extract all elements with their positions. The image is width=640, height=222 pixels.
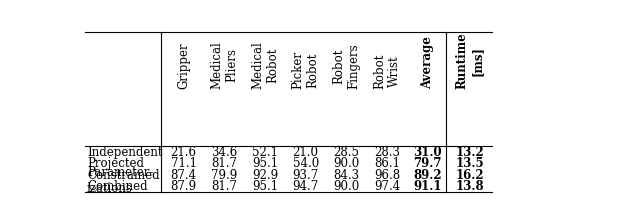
Text: 52.1: 52.1	[252, 146, 278, 159]
Text: 95.1: 95.1	[252, 157, 278, 170]
Text: 28.3: 28.3	[374, 146, 400, 159]
Text: 16.2: 16.2	[456, 169, 484, 182]
Text: Parameter-
izations: Parameter- izations	[87, 166, 154, 195]
Text: 91.1: 91.1	[413, 180, 442, 193]
Text: 28.5: 28.5	[333, 146, 359, 159]
Text: Picker
Robot: Picker Robot	[292, 51, 320, 89]
Text: 79.7: 79.7	[413, 157, 442, 170]
Text: 81.7: 81.7	[211, 180, 237, 193]
Text: 93.7: 93.7	[292, 169, 319, 182]
Text: 31.0: 31.0	[413, 146, 442, 159]
Text: Average: Average	[421, 36, 434, 89]
Text: Gripper: Gripper	[177, 42, 190, 89]
Text: 90.0: 90.0	[333, 157, 360, 170]
Text: 89.2: 89.2	[413, 169, 442, 182]
Text: Medical
Pliers: Medical Pliers	[211, 41, 238, 89]
Text: 79.9: 79.9	[211, 169, 237, 182]
Text: 87.9: 87.9	[171, 180, 196, 193]
Text: 54.0: 54.0	[292, 157, 319, 170]
Text: Medical
Robot: Medical Robot	[251, 41, 279, 89]
Text: Robot
Fingers: Robot Fingers	[332, 44, 360, 89]
Text: 86.1: 86.1	[374, 157, 400, 170]
Text: Independent: Independent	[87, 146, 163, 159]
Text: Constrained: Constrained	[87, 169, 159, 182]
Text: 90.0: 90.0	[333, 180, 360, 193]
Text: 92.9: 92.9	[252, 169, 278, 182]
Text: 13.2: 13.2	[456, 146, 484, 159]
Text: 13.5: 13.5	[456, 157, 484, 170]
Text: 13.8: 13.8	[456, 180, 484, 193]
Text: 21.0: 21.0	[292, 146, 319, 159]
Text: 94.7: 94.7	[292, 180, 319, 193]
Text: 87.4: 87.4	[171, 169, 196, 182]
Text: Runtime
[ms]: Runtime [ms]	[456, 32, 484, 89]
Text: 95.1: 95.1	[252, 180, 278, 193]
Text: 96.8: 96.8	[374, 169, 400, 182]
Text: 84.3: 84.3	[333, 169, 360, 182]
Text: 34.6: 34.6	[211, 146, 237, 159]
Text: Robot
Wrist: Robot Wrist	[373, 54, 401, 89]
Text: 21.6: 21.6	[171, 146, 196, 159]
Text: Combined: Combined	[87, 180, 148, 193]
Text: 71.1: 71.1	[171, 157, 196, 170]
Text: 97.4: 97.4	[374, 180, 400, 193]
Text: Projected: Projected	[87, 157, 144, 170]
Text: 81.7: 81.7	[211, 157, 237, 170]
